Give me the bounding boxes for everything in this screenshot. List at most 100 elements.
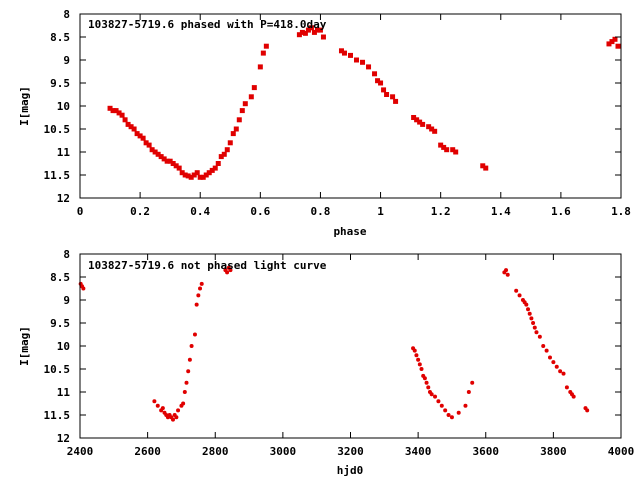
data-point xyxy=(441,144,447,150)
unphased-x-tick-label: 3000 xyxy=(270,445,297,458)
unphased-x-tick-label: 3600 xyxy=(473,445,500,458)
data-point xyxy=(390,94,396,100)
data-point xyxy=(203,172,209,178)
data-point xyxy=(196,293,201,298)
data-point xyxy=(414,353,419,358)
data-point xyxy=(181,401,186,406)
data-point xyxy=(182,172,188,178)
data-point xyxy=(155,403,160,408)
data-point xyxy=(381,87,387,93)
data-point xyxy=(206,170,212,176)
data-point xyxy=(218,154,224,160)
data-point xyxy=(191,172,197,178)
data-point xyxy=(529,316,534,321)
data-point xyxy=(480,163,486,169)
data-point xyxy=(173,163,179,169)
data-point xyxy=(411,115,417,120)
data-point xyxy=(420,121,426,127)
data-point xyxy=(443,408,448,413)
data-point xyxy=(122,117,128,123)
data-point xyxy=(152,399,157,404)
data-point xyxy=(308,25,314,31)
data-point xyxy=(558,369,563,374)
data-point xyxy=(537,334,542,339)
data-point xyxy=(414,117,420,123)
data-point xyxy=(174,415,179,420)
data-point xyxy=(311,29,317,35)
data-point xyxy=(212,165,218,171)
data-point xyxy=(176,408,181,413)
data-point xyxy=(184,380,189,385)
data-point xyxy=(524,302,529,307)
phased-x-tick-label: 1 xyxy=(377,205,384,218)
data-point xyxy=(417,362,422,367)
data-point xyxy=(463,403,468,408)
data-point xyxy=(230,131,236,137)
data-point xyxy=(422,376,427,381)
data-point xyxy=(517,293,522,298)
unphased-x-tick-label: 2600 xyxy=(134,445,161,458)
data-point xyxy=(378,80,384,86)
data-point xyxy=(547,355,552,360)
phased-y-tick-label: 9 xyxy=(63,54,70,67)
data-point xyxy=(199,281,204,286)
data-point xyxy=(366,64,372,70)
data-point xyxy=(239,108,245,114)
data-point xyxy=(606,41,612,47)
data-point xyxy=(527,311,532,316)
data-point xyxy=(534,330,539,335)
unphased-x-tick-label: 3200 xyxy=(337,445,364,458)
data-point xyxy=(375,78,381,84)
unphased-y-axis-label: I[mag] xyxy=(18,326,31,366)
data-point xyxy=(360,59,366,65)
phased-x-tick-label: 1.6 xyxy=(551,205,571,218)
data-point xyxy=(609,39,615,45)
data-point xyxy=(449,415,454,420)
data-point xyxy=(456,410,461,415)
phased-x-tick-label: 0 xyxy=(77,205,84,218)
data-point xyxy=(561,371,566,376)
data-point xyxy=(224,147,230,153)
data-point xyxy=(215,161,221,166)
data-point xyxy=(426,385,431,390)
data-point xyxy=(429,392,434,397)
data-point xyxy=(81,286,86,291)
unphased-y-axis: 8 8.5 9 9.5 10 10.5 11 11.5 12 xyxy=(44,248,621,445)
data-point xyxy=(438,142,444,148)
data-point xyxy=(551,360,556,365)
phased-x-axis: 0 0.2 0.4 0.6 0.8 1 1.2 1.4 1.6 1.8 xyxy=(77,14,631,218)
data-point xyxy=(227,140,233,146)
data-point xyxy=(426,124,432,130)
data-point xyxy=(110,108,116,114)
phased-x-tick-label: 0.4 xyxy=(190,205,210,218)
data-point xyxy=(236,117,242,123)
data-point xyxy=(116,110,122,116)
data-point xyxy=(532,325,537,330)
data-point xyxy=(432,128,438,134)
data-point xyxy=(384,92,390,97)
phased-y-axis-label: I[mag] xyxy=(18,86,31,126)
data-point xyxy=(299,29,305,35)
data-point xyxy=(179,170,185,176)
data-point xyxy=(541,344,546,348)
unphased-x-axis: 2400 2600 2800 3000 3200 3400 3600 3800 4000 xyxy=(67,254,634,458)
data-point xyxy=(305,27,311,33)
unphased-light-curve-panel: 2400 2600 2800 3000 3200 3400 3600 3800 4000 8 8.… xyxy=(18,248,634,477)
phased-y-tick-label: 12 xyxy=(57,192,70,205)
data-point xyxy=(251,85,257,91)
data-point xyxy=(128,124,134,130)
data-point xyxy=(341,50,347,56)
data-point xyxy=(228,268,233,273)
phased-x-tick-label: 0.6 xyxy=(250,205,270,218)
data-point xyxy=(187,357,192,362)
data-point xyxy=(113,108,119,114)
data-point xyxy=(186,369,191,374)
data-point xyxy=(233,126,239,132)
data-point xyxy=(209,167,215,173)
data-point xyxy=(554,364,559,369)
unphased-y-tick-label: 8.5 xyxy=(50,271,70,284)
data-point xyxy=(504,268,509,273)
data-point xyxy=(416,357,421,362)
data-point xyxy=(200,174,206,180)
phased-x-tick-label: 1.4 xyxy=(491,205,511,218)
